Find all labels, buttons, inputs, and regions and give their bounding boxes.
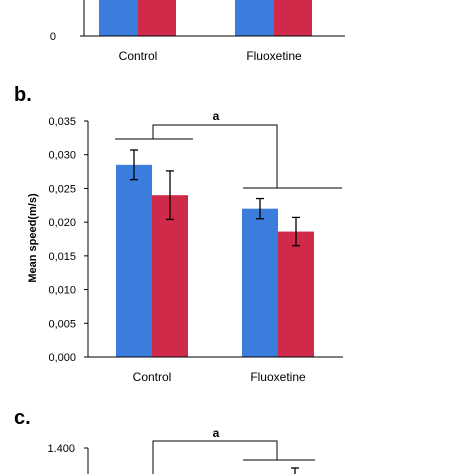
panel-b-bars xyxy=(116,164,314,357)
panel-b-ytick-label-7: 0,035 xyxy=(48,116,76,128)
panel-b-bar-control-series1 xyxy=(116,164,152,357)
panel-a: 0 Control Fluoxetine xyxy=(50,0,345,63)
panel-b-ytick-label-5: 0,025 xyxy=(48,183,76,195)
panel-c-ytick-label-1400: 1.400 xyxy=(47,443,75,455)
panel-b-category-control: Control xyxy=(133,370,172,384)
panel-b-ytick-label-3: 0,015 xyxy=(48,251,76,263)
panel-c-significance-label: a xyxy=(213,426,220,440)
panel-b-ytick-label-6: 0,030 xyxy=(48,150,76,162)
panel-b-ytick-label-0: 0,000 xyxy=(48,352,76,364)
panel-b-y-axis-label: Mean speed(m/s) xyxy=(27,193,39,283)
panel-a-bar-fluoxetine-red xyxy=(274,0,312,36)
panel-b: b. Mean speed(m/s) 0,0000,0050,0100,0150… xyxy=(14,84,343,384)
panel-c-significance-bracket xyxy=(152,440,278,474)
panel-a-ytick-label-0: 0 xyxy=(50,31,56,43)
panel-b-ytick-label-4: 0,020 xyxy=(48,217,76,229)
panel-b-y-ticks: 0,000 0,005 0,010 0,015 0,020 0,025 0,030 0,035 xyxy=(48,116,88,364)
panel-a-bar-control-blue xyxy=(99,0,138,36)
panel-b-significance-bracket-top xyxy=(152,124,278,188)
panel-c: c. 1.400 a xyxy=(14,407,315,474)
panel-b-significance-label: a xyxy=(213,109,220,123)
panel-a-bar-fluoxetine-blue xyxy=(235,0,274,36)
panel-a-category-fluoxetine: Fluoxetine xyxy=(246,49,302,63)
panel-b-error-bars xyxy=(130,149,300,247)
panel-b-ytick-label-2: 0,010 xyxy=(48,285,76,297)
panel-b-ytick-label-1: 0,005 xyxy=(48,318,76,330)
panel-c-label: c. xyxy=(14,407,31,429)
panel-b-label: b. xyxy=(14,84,32,106)
panel-b-category-fluoxetine: Fluoxetine xyxy=(250,370,306,384)
panel-a-bar-control-red xyxy=(138,0,176,36)
panel-b-bar-fluoxetine-series2 xyxy=(278,231,314,357)
panel-b-bar-control-series2 xyxy=(152,195,188,357)
panel-b-bar-fluoxetine-series1 xyxy=(242,208,278,357)
panel-a-category-control: Control xyxy=(119,49,158,63)
